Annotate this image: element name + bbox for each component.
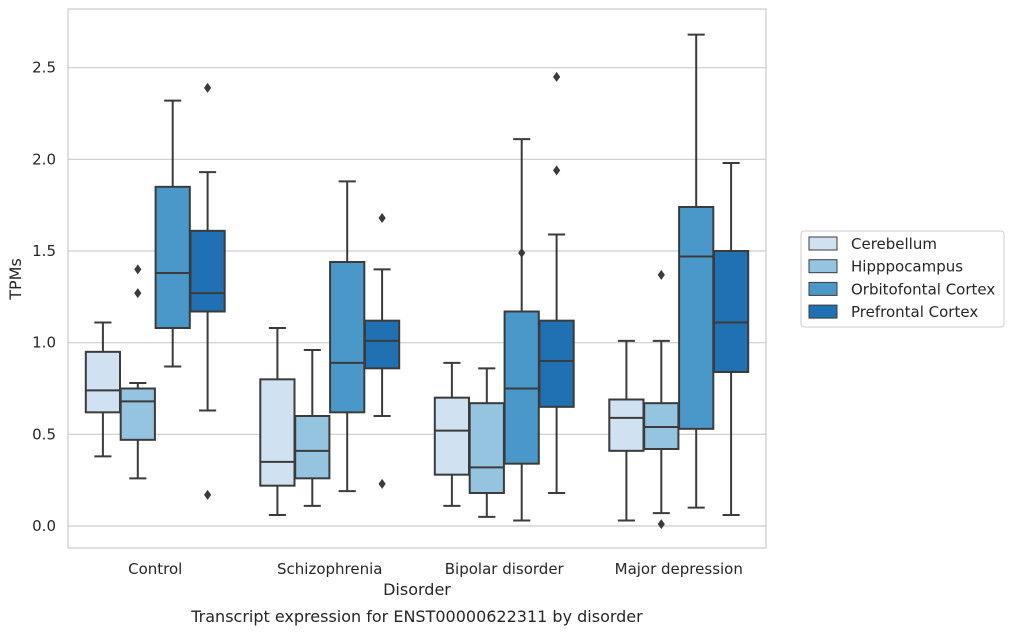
box-body [189, 229, 226, 313]
legend-swatch [808, 236, 838, 251]
box-body [712, 250, 750, 373]
box-orbitofontal-cortex [329, 180, 366, 493]
box-cerebellum [608, 339, 645, 522]
x-tick-labels: Control Schizophrenia Bipolar disorder Majo… [128, 560, 743, 578]
outlier-point [657, 269, 665, 280]
outlier-point [134, 264, 142, 275]
x-tick-label: Major depression [615, 560, 743, 578]
legend-swatch [808, 304, 838, 319]
box-prefrontal-cortex [189, 82, 226, 500]
box-hipppocampus [294, 349, 331, 507]
box-body [678, 206, 715, 430]
box-body [433, 396, 471, 476]
x-tick-label: Schizophrenia [277, 560, 382, 578]
box-orbitofontal-cortex [503, 138, 540, 522]
box-hipppocampus [468, 367, 505, 518]
legend-frame [800, 230, 1005, 328]
boxes [84, 33, 750, 530]
y-axis-label: TPMs [6, 258, 25, 301]
box-cerebellum [84, 321, 122, 458]
figure-caption: Transcript expression for ENST0000062231… [190, 607, 643, 626]
legend-label: Orbitofontal Cortex [851, 280, 995, 298]
outlier-point [657, 519, 665, 530]
box-prefrontal-cortex [712, 162, 750, 516]
box-hipppocampus [119, 264, 156, 480]
plot-frame [67, 8, 767, 549]
box-prefrontal-cortex [538, 71, 575, 494]
outlier-point [378, 478, 386, 489]
box-orbitofontal-cortex [154, 99, 191, 368]
y-tick-label: 2.5 [32, 59, 56, 77]
box-body [363, 319, 401, 370]
outlier-point [204, 489, 212, 500]
outlier-point [204, 82, 212, 93]
box-cerebellum [433, 361, 471, 507]
legend-swatch [808, 281, 838, 296]
box-body [84, 350, 122, 414]
legend-label: Cerebellum [851, 235, 937, 253]
outlier-point [553, 71, 561, 82]
x-tick-label: Control [128, 560, 182, 578]
box-body [119, 387, 156, 441]
box-body [538, 319, 575, 408]
box-body [259, 378, 296, 487]
outlier-point [518, 247, 526, 258]
y-tick-label: 1.0 [32, 334, 56, 352]
box-body [294, 415, 331, 480]
outlier-point [378, 213, 386, 223]
x-tick-label: Bipolar disorder [445, 560, 565, 578]
box-orbitofontal-cortex [678, 33, 715, 509]
box-body [608, 398, 645, 452]
box-cerebellum [259, 327, 296, 516]
y-tick-label: 0.0 [32, 517, 56, 535]
y-tick-label: 2.0 [32, 150, 56, 168]
box-body [154, 185, 191, 329]
box-prefrontal-cortex [363, 213, 401, 489]
legend-label: Hipppocampus [851, 258, 963, 276]
legend: Cerebellum Hipppocampus Orbitofontal Corte… [800, 230, 1005, 328]
x-axis-label: Disorder [383, 580, 451, 599]
box-body [468, 402, 505, 494]
legend-swatch [808, 259, 838, 274]
y-tick-label: 0.5 [32, 425, 56, 443]
outlier-point [134, 288, 142, 299]
box-hipppocampus [643, 269, 680, 530]
outlier-point [553, 165, 561, 176]
y-tick-label: 1.5 [32, 242, 56, 260]
legend-label: Prefrontal Cortex [851, 303, 978, 321]
box-body [329, 261, 366, 414]
y-tick-labels: 0.0 0.5 1.0 1.5 2.0 2.5 [32, 59, 56, 535]
